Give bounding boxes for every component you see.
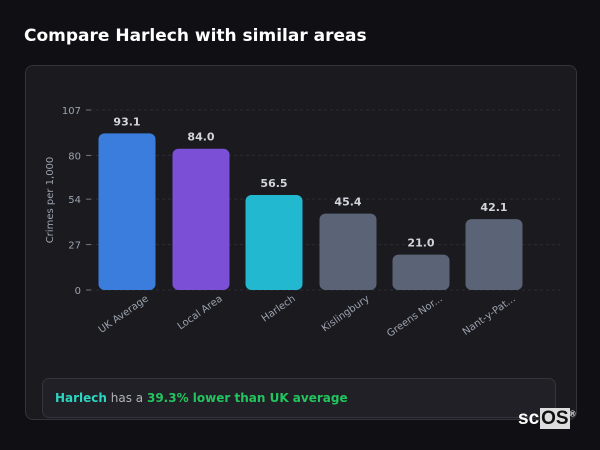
scos-logo: sc OS® [517, 408, 576, 430]
logo-text-a: sc [518, 408, 540, 429]
bar [98, 133, 156, 290]
data-label: 56.5 [260, 177, 287, 190]
logo-mark: ® [569, 409, 576, 419]
bar [465, 219, 523, 290]
logo-text-b: OS [540, 408, 570, 429]
y-tick-label: 54 [68, 195, 81, 206]
data-label: 42.1 [480, 201, 507, 214]
x-tick-label: Local Area [176, 293, 225, 332]
x-tick-label: Nant-y-Pat... [461, 293, 518, 337]
bar [245, 194, 303, 290]
y-tick-label: 80 [68, 151, 81, 162]
y-axis-label: Crimes per 1,000 [45, 157, 56, 244]
data-label: 84.0 [187, 131, 214, 144]
summary-highlight: 39.3% lower than UK average [146, 391, 348, 405]
y-tick-label: 27 [68, 241, 81, 252]
x-tick-label: Kislingbury [320, 293, 372, 334]
y-tick-label: 0 [75, 286, 81, 297]
y-tick-label: 107 [62, 106, 81, 117]
summary-place: Harlech [55, 391, 107, 405]
x-tick-label: UK Average [97, 293, 151, 335]
bar [319, 213, 377, 290]
data-label: 93.1 [113, 115, 140, 128]
bar [172, 148, 230, 290]
data-label: 21.0 [407, 237, 434, 250]
page-title: Compare Harlech with similar areas [24, 26, 367, 46]
x-tick-label: Harlech [260, 293, 298, 324]
summary-box: Harlech has a 39.3% lower than UK averag… [42, 378, 556, 418]
data-label: 45.4 [334, 196, 361, 209]
bar [392, 254, 450, 290]
summary-text: has a [106, 391, 147, 405]
x-tick-label: Greens Nor... [385, 293, 445, 339]
